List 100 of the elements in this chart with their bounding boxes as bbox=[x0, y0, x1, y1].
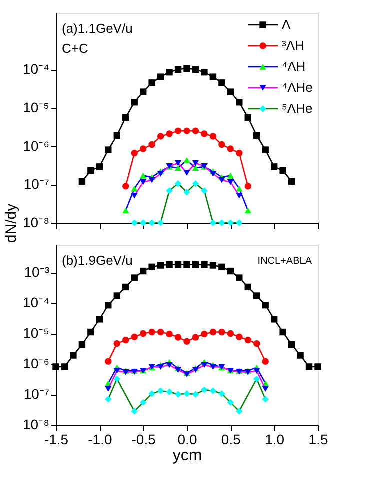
point bbox=[218, 264, 226, 271]
point bbox=[174, 261, 182, 268]
point bbox=[218, 220, 226, 226]
point bbox=[157, 328, 164, 336]
point bbox=[166, 362, 173, 368]
annotation: (a)1.1GeV/u bbox=[62, 21, 133, 36]
point bbox=[201, 386, 208, 394]
point bbox=[227, 146, 234, 152]
point bbox=[227, 172, 234, 179]
x-axis-title: ycm bbox=[172, 448, 202, 464]
point bbox=[184, 65, 190, 72]
point bbox=[201, 187, 208, 194]
point bbox=[244, 284, 252, 291]
point bbox=[201, 130, 208, 138]
point bbox=[236, 186, 243, 192]
point bbox=[210, 133, 217, 140]
point bbox=[166, 130, 173, 138]
point bbox=[122, 336, 130, 344]
point bbox=[122, 284, 130, 291]
point bbox=[166, 330, 173, 338]
point bbox=[148, 80, 156, 86]
point bbox=[131, 99, 138, 106]
point bbox=[174, 128, 182, 134]
x-tick-label: -0.5 bbox=[132, 432, 156, 448]
point bbox=[114, 368, 120, 374]
legend-label: Λ bbox=[282, 17, 291, 32]
point bbox=[131, 220, 138, 226]
x-tick-label: 1.0 bbox=[265, 432, 285, 448]
point bbox=[218, 80, 226, 86]
y-tick-label: 10⁻⁵ bbox=[23, 325, 50, 342]
point bbox=[236, 99, 243, 106]
y-axis-title: dN/dy bbox=[2, 203, 20, 244]
point bbox=[254, 376, 260, 382]
point bbox=[218, 390, 226, 398]
point bbox=[210, 328, 217, 336]
point bbox=[88, 328, 94, 336]
point bbox=[192, 66, 200, 73]
point bbox=[227, 330, 234, 338]
point bbox=[131, 274, 138, 282]
point bbox=[96, 164, 104, 170]
point bbox=[236, 274, 243, 282]
annotation: C+C bbox=[62, 41, 88, 56]
point bbox=[105, 146, 112, 154]
point bbox=[148, 177, 156, 184]
annotation: (b)1.9GeV/u bbox=[62, 253, 133, 268]
point bbox=[314, 364, 322, 370]
point bbox=[262, 396, 269, 403]
point bbox=[140, 330, 147, 338]
point bbox=[227, 88, 234, 96]
legend-label: ⁴ΛH bbox=[282, 59, 306, 74]
point bbox=[218, 141, 226, 148]
point bbox=[140, 179, 147, 186]
point bbox=[122, 114, 130, 121]
y-tick-label: 10⁻⁸ bbox=[23, 214, 50, 230]
point bbox=[192, 391, 200, 398]
point bbox=[280, 167, 286, 174]
point bbox=[201, 261, 208, 268]
point bbox=[184, 390, 190, 398]
point bbox=[184, 170, 190, 176]
annotation: INCL+ABLA bbox=[258, 256, 312, 267]
point bbox=[174, 180, 182, 188]
point bbox=[270, 316, 278, 323]
point bbox=[122, 183, 130, 190]
point bbox=[192, 160, 200, 166]
point bbox=[61, 364, 68, 370]
point bbox=[105, 396, 112, 403]
point bbox=[218, 177, 226, 184]
x-tick-label: 1.5 bbox=[308, 432, 328, 448]
point bbox=[236, 192, 243, 199]
y-tick-label: 10⁻⁴ bbox=[22, 61, 50, 78]
point bbox=[210, 262, 217, 269]
y-tick-label: 10⁻⁶ bbox=[23, 138, 50, 154]
point bbox=[140, 220, 147, 226]
y-tick-label: 10⁻⁷ bbox=[24, 386, 50, 402]
point bbox=[157, 388, 164, 394]
legend-label: ⁵ΛHe bbox=[282, 101, 313, 116]
point bbox=[288, 341, 296, 348]
point bbox=[244, 208, 252, 214]
point bbox=[157, 220, 164, 226]
point bbox=[140, 88, 147, 96]
point bbox=[88, 167, 94, 174]
point bbox=[210, 220, 217, 226]
point bbox=[114, 132, 120, 139]
point bbox=[157, 262, 164, 269]
point bbox=[174, 160, 182, 166]
point bbox=[184, 189, 190, 196]
x-tick-label: -1.0 bbox=[88, 432, 112, 448]
point bbox=[192, 334, 200, 341]
point bbox=[244, 183, 252, 190]
point bbox=[140, 268, 147, 275]
point bbox=[192, 165, 200, 172]
point bbox=[157, 364, 164, 370]
point bbox=[236, 150, 243, 157]
legend-label: ⁴ΛHe bbox=[282, 80, 313, 95]
point bbox=[174, 66, 182, 73]
point bbox=[131, 408, 138, 415]
point bbox=[201, 362, 208, 368]
y-tick-label: 10⁻⁴ bbox=[22, 294, 50, 311]
point bbox=[192, 128, 200, 134]
legend-label: ³ΛH bbox=[282, 38, 304, 53]
